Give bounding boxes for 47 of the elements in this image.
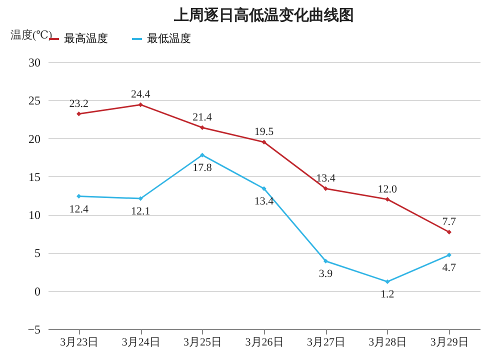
data-label: 13.4 [316, 172, 336, 185]
point [76, 194, 82, 199]
point [200, 125, 205, 130]
legend-label: 最低温度 [147, 32, 191, 45]
data-label: 19.5 [254, 126, 274, 138]
y-tick-label: 30 [28, 56, 40, 70]
point [262, 140, 266, 144]
point [76, 112, 82, 116]
data-label: 12.0 [378, 183, 398, 196]
point [138, 102, 143, 108]
y-tick-label: 5 [34, 246, 40, 260]
y-tick-label: 15 [28, 170, 40, 184]
point [385, 279, 390, 284]
y-tick-label: 20 [28, 132, 40, 146]
data-label: 12.1 [130, 206, 150, 218]
point [385, 196, 390, 202]
y-tick-label: −5 [28, 322, 40, 336]
data-label: 23.2 [69, 98, 88, 110]
point [323, 186, 328, 191]
data-label: 7.7 [442, 216, 457, 228]
data-label: 4.7 [442, 262, 457, 274]
x-tick-label: 3月24日 [122, 336, 160, 348]
y-tick-label: 0 [34, 284, 40, 298]
x-tick-label: 3月28日 [368, 336, 408, 348]
legend-label: 最高温度 [64, 32, 108, 45]
point [262, 186, 266, 191]
point [200, 152, 205, 158]
point [138, 196, 143, 201]
chart-title: 上周逐日高低温变化曲线图 [173, 6, 354, 24]
y-tick-label: 10 [28, 208, 40, 222]
point [446, 252, 452, 258]
data-label: 24.4 [130, 88, 151, 101]
x-tick-label: 3月23日 [60, 336, 99, 348]
data-label: 1.2 [380, 288, 394, 301]
y-axis-title: 温度(℃) [10, 28, 52, 42]
x-tick-label: 3月29日 [430, 336, 469, 348]
x-tick-label: 3月26日 [245, 336, 284, 348]
x-tick-label: 3月25日 [184, 336, 222, 348]
data-label: 12.4 [69, 203, 89, 216]
data-label: 13.4 [254, 196, 274, 208]
x-tick-label: 3月27日 [306, 336, 346, 348]
data-label: 17.8 [192, 162, 212, 174]
point [323, 258, 328, 264]
data-label: 3.9 [318, 268, 334, 280]
data-label: 21.4 [192, 112, 212, 124]
y-tick-label: 25 [28, 94, 40, 108]
point [446, 230, 452, 234]
